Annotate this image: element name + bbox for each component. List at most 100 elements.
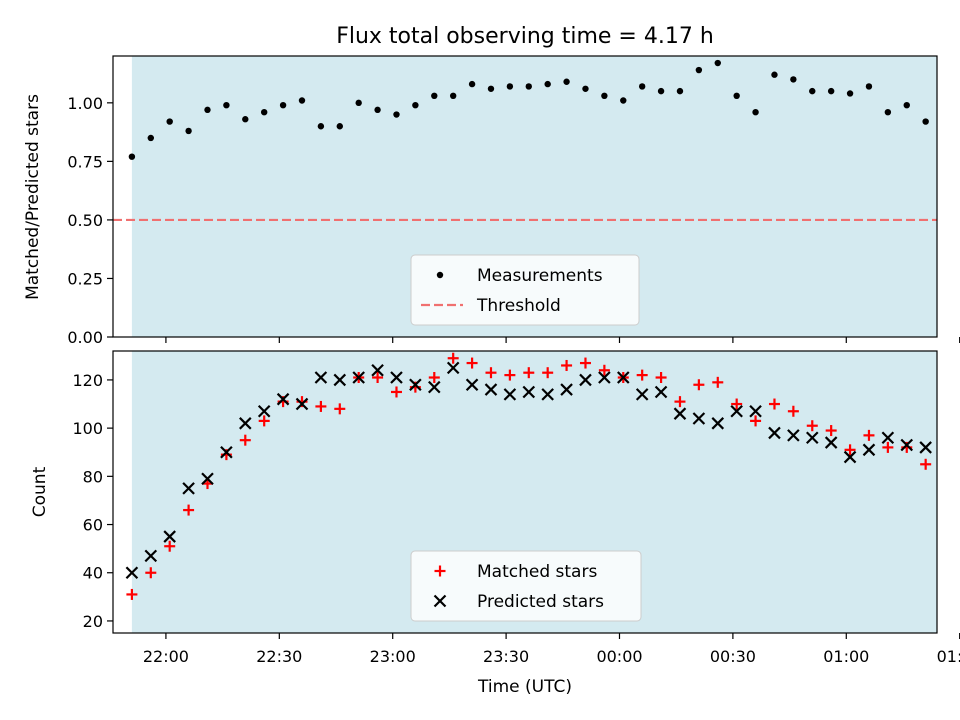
- data-point: [447, 352, 459, 364]
- data-point: [674, 396, 686, 408]
- y-axis-label-ratio: Matched/Predicted stars: [23, 94, 43, 300]
- y-tick-label: 0.75: [67, 152, 103, 171]
- data-point: [166, 118, 173, 125]
- data-point: [731, 398, 743, 410]
- x-tick-label: 23:30: [483, 647, 529, 666]
- data-point: [128, 153, 136, 160]
- data-point: [390, 386, 402, 398]
- y-axis-label-count: Count: [30, 466, 50, 517]
- data-point: [144, 549, 158, 563]
- legend-label: Measurements: [477, 266, 603, 286]
- y-tick-label: 1.00: [67, 94, 103, 113]
- data-point: [371, 364, 384, 377]
- data-point: [771, 71, 778, 78]
- data-point: [163, 530, 176, 543]
- data-point: [939, 449, 950, 460]
- data-point: [542, 367, 554, 379]
- data-point: [242, 116, 249, 123]
- data-point: [295, 397, 309, 411]
- data-point: [711, 417, 725, 430]
- data-point: [827, 87, 835, 95]
- axes-frame-ratio: [112, 55, 938, 338]
- data-point: [616, 371, 630, 384]
- legend-ratio: Measurements Threshold: [410, 254, 640, 326]
- data-point: [336, 123, 343, 130]
- data-point: [525, 83, 532, 90]
- data-point: [787, 405, 799, 417]
- data-point: [239, 434, 251, 446]
- x-tick-label: 01:00: [823, 647, 869, 666]
- y-tick-label: 120: [72, 371, 103, 390]
- data-point: [579, 373, 592, 387]
- data-point: [809, 87, 816, 95]
- data-point: [412, 101, 419, 109]
- y-tick-label: 20: [83, 612, 103, 631]
- data-point: [825, 425, 837, 437]
- data-point: [506, 83, 514, 90]
- legend-swatch: [434, 565, 446, 577]
- data-point: [714, 59, 721, 67]
- y-tick-label: 60: [83, 516, 103, 535]
- data-point: [374, 106, 381, 114]
- data-point: [239, 417, 252, 430]
- data-point: [315, 400, 327, 412]
- series-count-1: [125, 361, 950, 580]
- data-point: [393, 111, 400, 118]
- data-point: [636, 369, 648, 381]
- data-point: [145, 567, 157, 579]
- data-point: [522, 385, 536, 399]
- legend-label: Threshold: [476, 296, 561, 316]
- data-point: [790, 76, 797, 83]
- data-point: [428, 372, 440, 384]
- data-point: [201, 472, 214, 486]
- count-panel: 20 40 60 80 100 120 22:00 22:30 23:00 23:30 00:00 0…: [72, 350, 960, 666]
- series-ratio-0: [128, 59, 929, 160]
- data-point: [503, 388, 517, 401]
- data-point: [220, 445, 233, 459]
- data-point: [428, 380, 441, 394]
- data-point: [487, 85, 495, 92]
- data-point: [752, 109, 759, 116]
- data-point: [355, 99, 362, 107]
- x-tick-label: 01:30: [937, 647, 960, 666]
- legend-count: Matched stars Predicted stars: [410, 550, 642, 622]
- data-point: [824, 436, 838, 449]
- data-point: [468, 80, 476, 88]
- data-point: [598, 371, 611, 384]
- data-point: [409, 378, 422, 392]
- data-point: [579, 357, 591, 369]
- data-point: [638, 83, 646, 90]
- data-point: [431, 92, 438, 100]
- data-point: [258, 415, 270, 427]
- data-point: [749, 404, 762, 418]
- data-point: [260, 109, 268, 116]
- data-point: [730, 404, 743, 418]
- y-tick-label: 80: [83, 467, 103, 486]
- data-point: [561, 359, 573, 371]
- x-tick-label: 00:30: [710, 647, 756, 666]
- data-point: [884, 109, 892, 116]
- data-point: [676, 87, 684, 95]
- legend-swatch: [436, 271, 444, 279]
- data-point: [466, 357, 478, 369]
- data-point: [560, 383, 573, 396]
- data-point: [654, 385, 668, 399]
- legend-box: [410, 254, 640, 326]
- data-point: [787, 429, 800, 442]
- data-point: [862, 443, 876, 457]
- data-point: [620, 97, 627, 104]
- data-point: [601, 92, 608, 100]
- data-point: [504, 369, 516, 381]
- data-point: [563, 78, 570, 85]
- data-point: [183, 504, 195, 516]
- data-point: [657, 87, 665, 95]
- data-point: [182, 482, 195, 495]
- data-point: [314, 371, 328, 384]
- data-point: [733, 92, 740, 100]
- data-point: [846, 90, 854, 97]
- data-point: [768, 398, 780, 410]
- data-point: [541, 388, 554, 401]
- data-point: [844, 444, 856, 456]
- data-point: [334, 403, 346, 415]
- data-point: [693, 379, 705, 391]
